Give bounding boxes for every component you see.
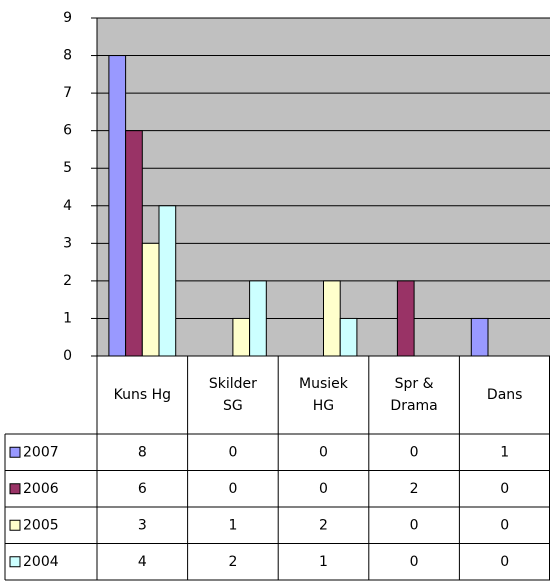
table-value: 0 bbox=[500, 517, 509, 533]
y-tick-label: 6 bbox=[63, 123, 72, 139]
legend-key bbox=[9, 519, 21, 531]
legend-label: 2006 bbox=[23, 481, 59, 497]
table-value: 1 bbox=[500, 444, 509, 460]
table-value: 0 bbox=[319, 481, 328, 497]
y-tick-label: 0 bbox=[63, 348, 72, 364]
table-value: 0 bbox=[410, 444, 419, 460]
x-tick-text: Spr & Drama bbox=[390, 376, 438, 414]
y-tick-label: 9 bbox=[63, 10, 72, 26]
table-value: 0 bbox=[228, 481, 237, 497]
x-tick-label: Skilder SG bbox=[188, 356, 279, 434]
x-tick-text: Skilder SG bbox=[208, 376, 257, 414]
bar bbox=[249, 280, 267, 357]
legend-label: 2007 bbox=[23, 444, 59, 460]
bar bbox=[141, 242, 160, 357]
y-tick-label: 2 bbox=[63, 273, 72, 289]
bar bbox=[108, 55, 127, 357]
x-tick-text: Kuns Hg bbox=[113, 387, 171, 403]
y-tick-label: 4 bbox=[63, 198, 72, 214]
y-tick-label: 1 bbox=[63, 310, 72, 326]
table-value: 2 bbox=[319, 517, 328, 533]
table-value: 1 bbox=[228, 517, 237, 533]
y-tick-label: 5 bbox=[63, 160, 72, 176]
bar bbox=[125, 130, 143, 357]
x-tick-label: Spr & Drama bbox=[369, 356, 460, 434]
table-value: 6 bbox=[138, 481, 147, 497]
legend-label: 2005 bbox=[23, 517, 59, 533]
x-tick-text: Musiek HG bbox=[299, 376, 348, 414]
table-value: 3 bbox=[138, 517, 147, 533]
bar bbox=[232, 317, 251, 357]
table-value: 0 bbox=[319, 444, 328, 460]
table-value: 1 bbox=[319, 554, 328, 570]
table-value: 0 bbox=[500, 554, 509, 570]
table-value: 0 bbox=[228, 444, 237, 460]
bar bbox=[339, 317, 358, 357]
bar bbox=[323, 280, 341, 357]
legend-key bbox=[9, 446, 21, 458]
table-value: 2 bbox=[410, 481, 419, 497]
y-tick-label: 8 bbox=[63, 48, 72, 64]
legend-label: 2004 bbox=[23, 554, 59, 570]
x-tick-text: Dans bbox=[486, 387, 523, 403]
y-tick-label: 7 bbox=[63, 85, 72, 101]
x-tick-label: Kuns Hg bbox=[97, 356, 188, 434]
table-value: 0 bbox=[410, 517, 419, 533]
bar bbox=[396, 280, 415, 357]
table-value: 2 bbox=[228, 554, 237, 570]
x-tick-label: Musiek HG bbox=[278, 356, 369, 434]
table-value: 8 bbox=[138, 444, 147, 460]
table-value: 4 bbox=[138, 554, 147, 570]
bar bbox=[158, 205, 177, 357]
y-tick-label: 3 bbox=[63, 235, 72, 251]
table-value: 0 bbox=[410, 554, 419, 570]
table-value: 0 bbox=[500, 481, 509, 497]
x-tick-label: Dans bbox=[459, 356, 550, 434]
legend-key bbox=[9, 556, 21, 568]
legend-key bbox=[9, 483, 21, 495]
bar bbox=[470, 317, 489, 357]
